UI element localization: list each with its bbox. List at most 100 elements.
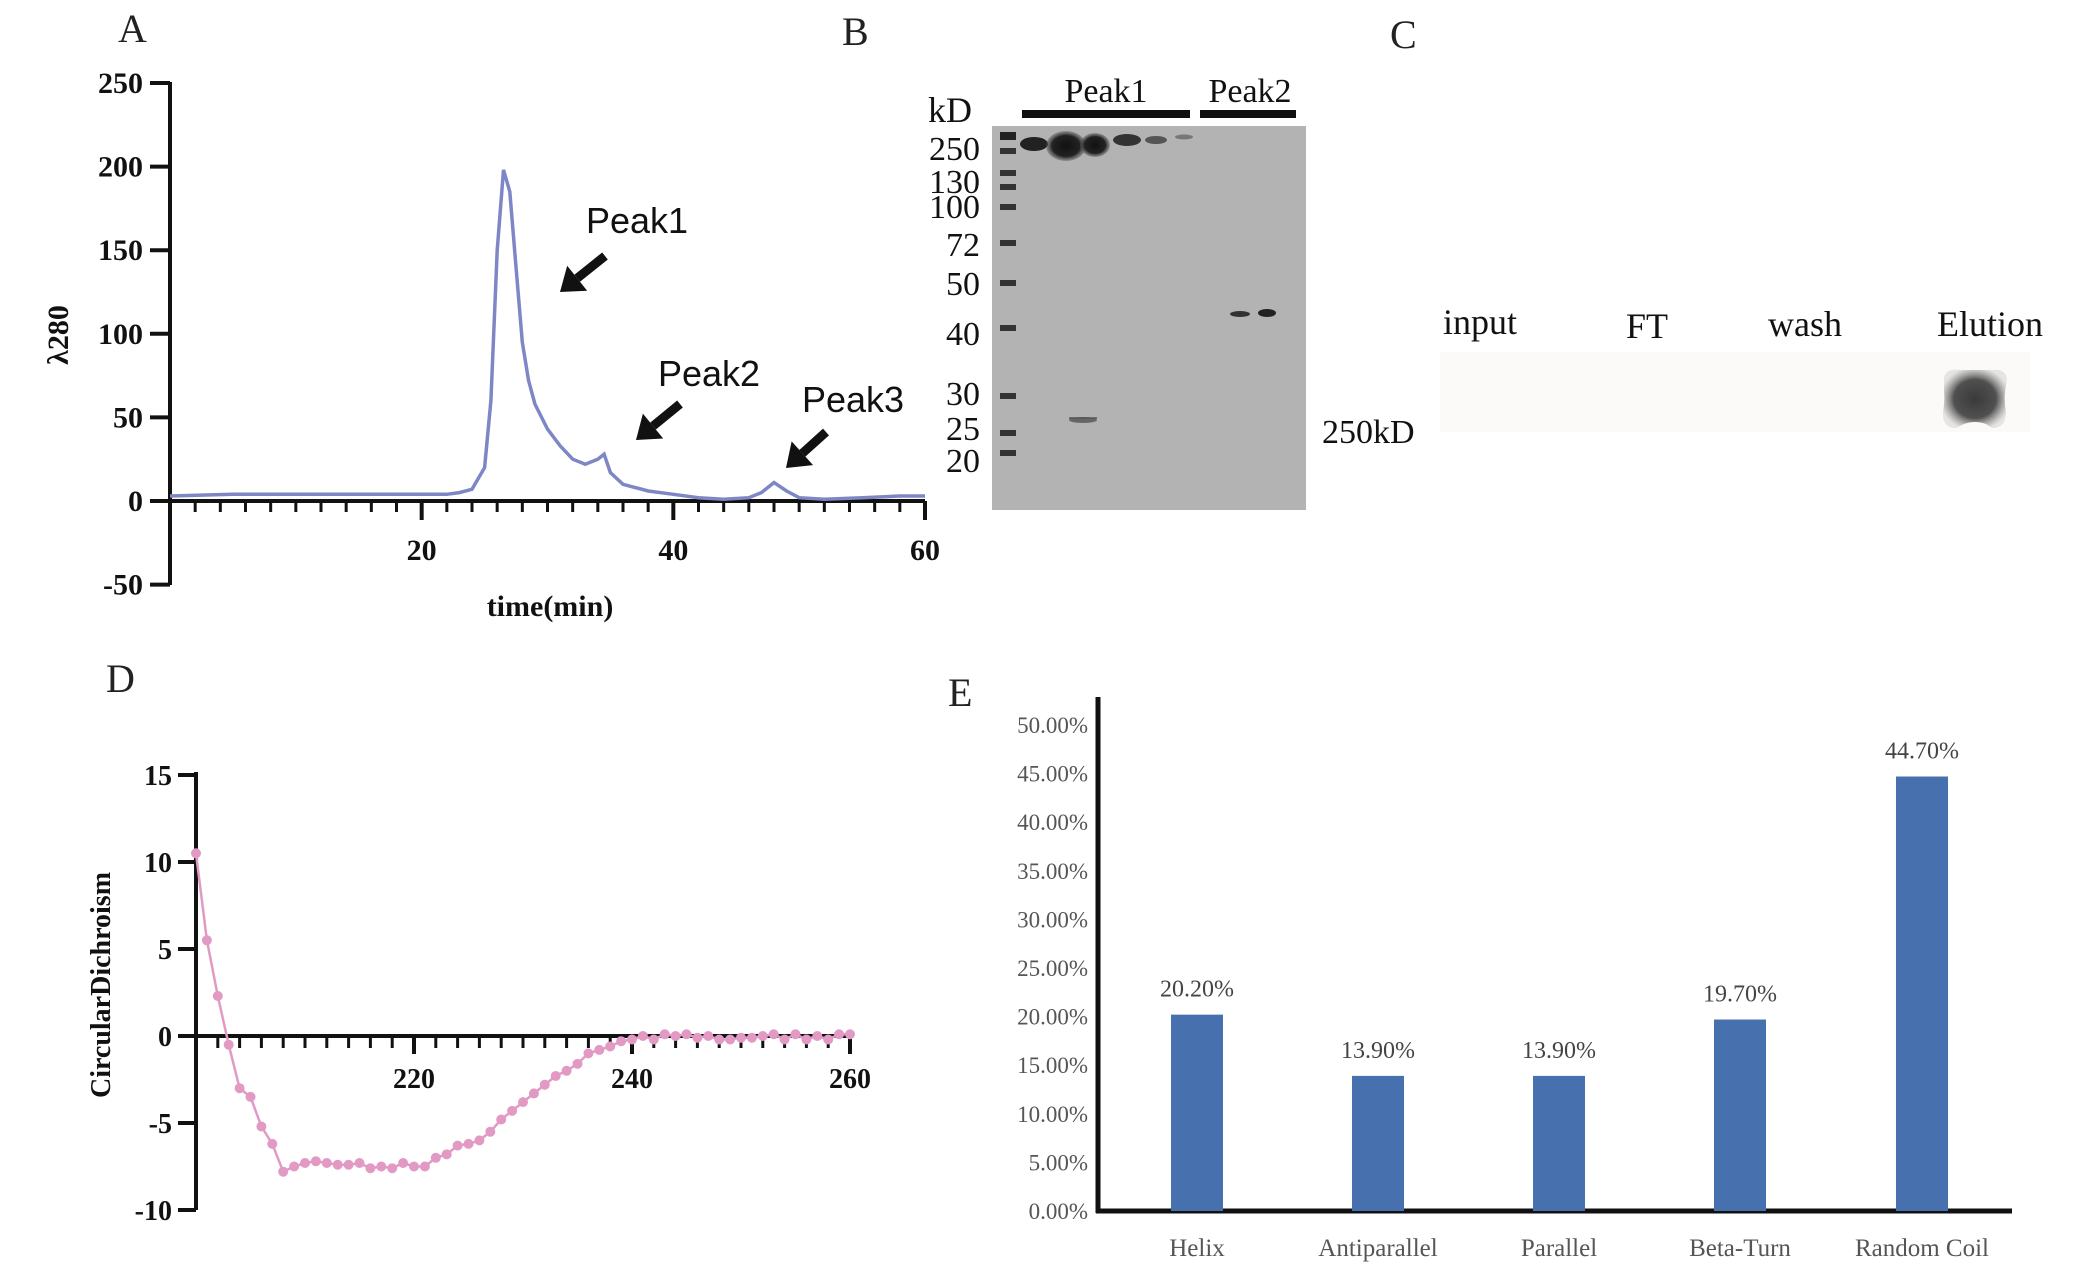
panel-d-y-label: CircularDichroism: [86, 872, 117, 1098]
gel-unit-label: kD: [928, 90, 972, 130]
panel-d-data-point: [627, 1034, 637, 1045]
panel-d-data-point: [343, 1159, 354, 1170]
panel-d-data-point: [616, 1036, 627, 1047]
blot-lane-wash: wash: [1768, 304, 1842, 344]
panel-d-data-point: [845, 1029, 855, 1040]
panel-e-value-label: 44.70%: [1885, 739, 1959, 765]
panel-d-data-point: [528, 1088, 539, 1099]
blot-lane-elution: Elution: [1937, 304, 2043, 344]
panel-d-data-point: [539, 1079, 550, 1090]
panel-e-category-label: Helix: [1169, 1235, 1225, 1262]
panel-d-data-point: [387, 1163, 398, 1174]
panel-d-data-point: [779, 1034, 790, 1045]
panel-letter-e: E: [948, 670, 972, 715]
panel-d-data-point: [746, 1032, 757, 1043]
panel-a-y-tick-label: 150: [98, 234, 143, 267]
panel-d-data-point: [463, 1138, 474, 1149]
panel-d-data-point: [594, 1044, 605, 1055]
panel-e-y-tick-label: 40.00%: [1017, 810, 1088, 835]
panel-d-y-tick-label: -10: [135, 1196, 172, 1227]
panel-d-data-point: [550, 1071, 561, 1082]
panel-d-data-point: [256, 1121, 267, 1132]
panel-d-data-point: [637, 1031, 648, 1041]
panel-c-blot: input FT wash Elution 250kD: [1322, 302, 2043, 451]
panel-a-arrow-head: [636, 413, 664, 440]
panel-d-data-point: [823, 1034, 834, 1045]
panel-e-value-label: 13.90%: [1522, 1038, 1596, 1064]
panel-d-data-point: [583, 1048, 594, 1059]
panel-d-y-tick-label: 0: [158, 1022, 172, 1053]
panel-e-category-label: Parallel: [1521, 1235, 1597, 1262]
panel-d-chart: 220 240 260 15 10 5 0 -5 -10 CircularDichroism: [86, 761, 871, 1227]
panel-d-data-point: [234, 1083, 245, 1094]
panel-a-annotation-1: Peak1: [586, 200, 688, 241]
panel-d-data-point: [790, 1029, 801, 1040]
gel-peak1-bands: [1020, 131, 1193, 423]
panel-e-y-tick-label: 50.00%: [1017, 713, 1088, 738]
panel-e-y-tick-label: 5.00%: [1029, 1150, 1088, 1175]
panel-a-annotation-3: Peak3: [802, 379, 904, 420]
panel-a-arrow-head: [786, 441, 814, 468]
panel-letter-a: A: [118, 6, 147, 51]
panel-d-data-point: [398, 1158, 409, 1169]
panel-e-y-tick-label: 45.00%: [1017, 762, 1088, 787]
gel-peak2-bands: [1230, 309, 1276, 317]
gel-peak2-bar: [1200, 110, 1296, 118]
panel-e-chart: 0.00% 5.00% 10.00% 15.00% 20.00% 25.00% 30.00%…: [1017, 697, 2012, 1262]
panel-d-data-point: [441, 1149, 452, 1160]
panel-d-data-point: [201, 935, 212, 946]
blot-lane-input: input: [1443, 302, 1517, 342]
panel-d-data-point: [605, 1041, 616, 1052]
panel-d-data-point: [703, 1031, 714, 1041]
panel-a-arrow-head: [560, 265, 588, 292]
gel-marker-label: 25: [946, 411, 980, 448]
panel-e-y-tick-label: 35.00%: [1017, 859, 1088, 884]
panel-d-data-point: [474, 1135, 485, 1146]
panel-a-y-label: λ280: [42, 305, 75, 365]
panel-d-data-point: [409, 1161, 419, 1172]
panel-d-y-tick-label: 10: [144, 848, 172, 879]
blot-lane-ft: FT: [1626, 306, 1668, 346]
panel-d-data-point: [212, 990, 223, 1001]
panel-d-x-tick-label: 260: [829, 1064, 871, 1095]
panel-a-chart: 20 40 60 250 200 150 100 50 0 -50 Peak1 Peak2 Peak3…: [42, 67, 940, 623]
panel-d-data-point: [278, 1166, 289, 1177]
panel-d-data-point: [834, 1029, 845, 1040]
panel-letter-d: D: [106, 656, 135, 701]
panel-e-y-tick-label: 10.00%: [1017, 1102, 1088, 1127]
gel-marker-label: 130: [929, 164, 980, 201]
gel-marker-label: 50: [946, 266, 980, 303]
panel-a-chromatogram-line: [169, 169, 925, 502]
panel-d-data-point: [289, 1161, 300, 1172]
panel-d-y-tick-label: 15: [144, 761, 172, 792]
panel-d-data-point: [736, 1032, 746, 1043]
panel-a-arrow-shaft: [574, 252, 608, 282]
panel-d-data-point: [518, 1097, 528, 1108]
panel-a-arrow-shaft: [799, 428, 830, 457]
panel-d-data-point: [801, 1034, 812, 1045]
panel-d-data-point: [507, 1105, 518, 1116]
panel-d-x-tick-label: 240: [611, 1064, 653, 1095]
panel-a-x-tick-label: 20: [407, 534, 437, 567]
panel-e-category-label: Antiparallel: [1318, 1235, 1437, 1262]
panel-e-y-tick-label: 0.00%: [1029, 1199, 1088, 1224]
panel-a-x-tick-label: 60: [910, 534, 940, 567]
panel-a-annotation-2: Peak2: [658, 353, 760, 394]
panel-d-data-point: [659, 1029, 670, 1040]
panel-d-data-point: [452, 1140, 463, 1151]
panel-e-value-label: 20.20%: [1160, 977, 1234, 1003]
panel-e-y-tick-label: 15.00%: [1017, 1053, 1088, 1078]
panel-a-y-tick-label: 100: [98, 318, 143, 351]
panel-letter-b: B: [842, 9, 869, 54]
panel-d-data-point: [768, 1029, 779, 1040]
panel-d-data-point: [725, 1034, 736, 1045]
panel-d-data-point: [310, 1156, 321, 1167]
panel-d-data-point: [430, 1152, 441, 1163]
gel-marker-label: 40: [946, 316, 980, 353]
panel-d-data-point: [670, 1031, 681, 1041]
panel-d-data-point: [681, 1029, 692, 1040]
panel-d-cd-line: [194, 853, 850, 1174]
panel-d-data-point: [332, 1159, 343, 1170]
panel-a-y-tick-label: 250: [98, 67, 143, 100]
